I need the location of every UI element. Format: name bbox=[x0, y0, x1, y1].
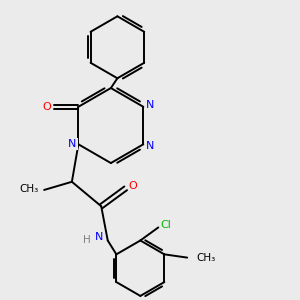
Text: O: O bbox=[42, 102, 51, 112]
Text: CH₃: CH₃ bbox=[196, 253, 216, 262]
Text: N: N bbox=[146, 141, 155, 151]
Text: H: H bbox=[83, 235, 91, 245]
Text: CH₃: CH₃ bbox=[19, 184, 38, 194]
Text: O: O bbox=[128, 181, 137, 191]
Text: N: N bbox=[146, 100, 155, 110]
Text: N: N bbox=[94, 232, 103, 242]
Text: Cl: Cl bbox=[161, 220, 172, 230]
Text: N: N bbox=[68, 139, 77, 149]
